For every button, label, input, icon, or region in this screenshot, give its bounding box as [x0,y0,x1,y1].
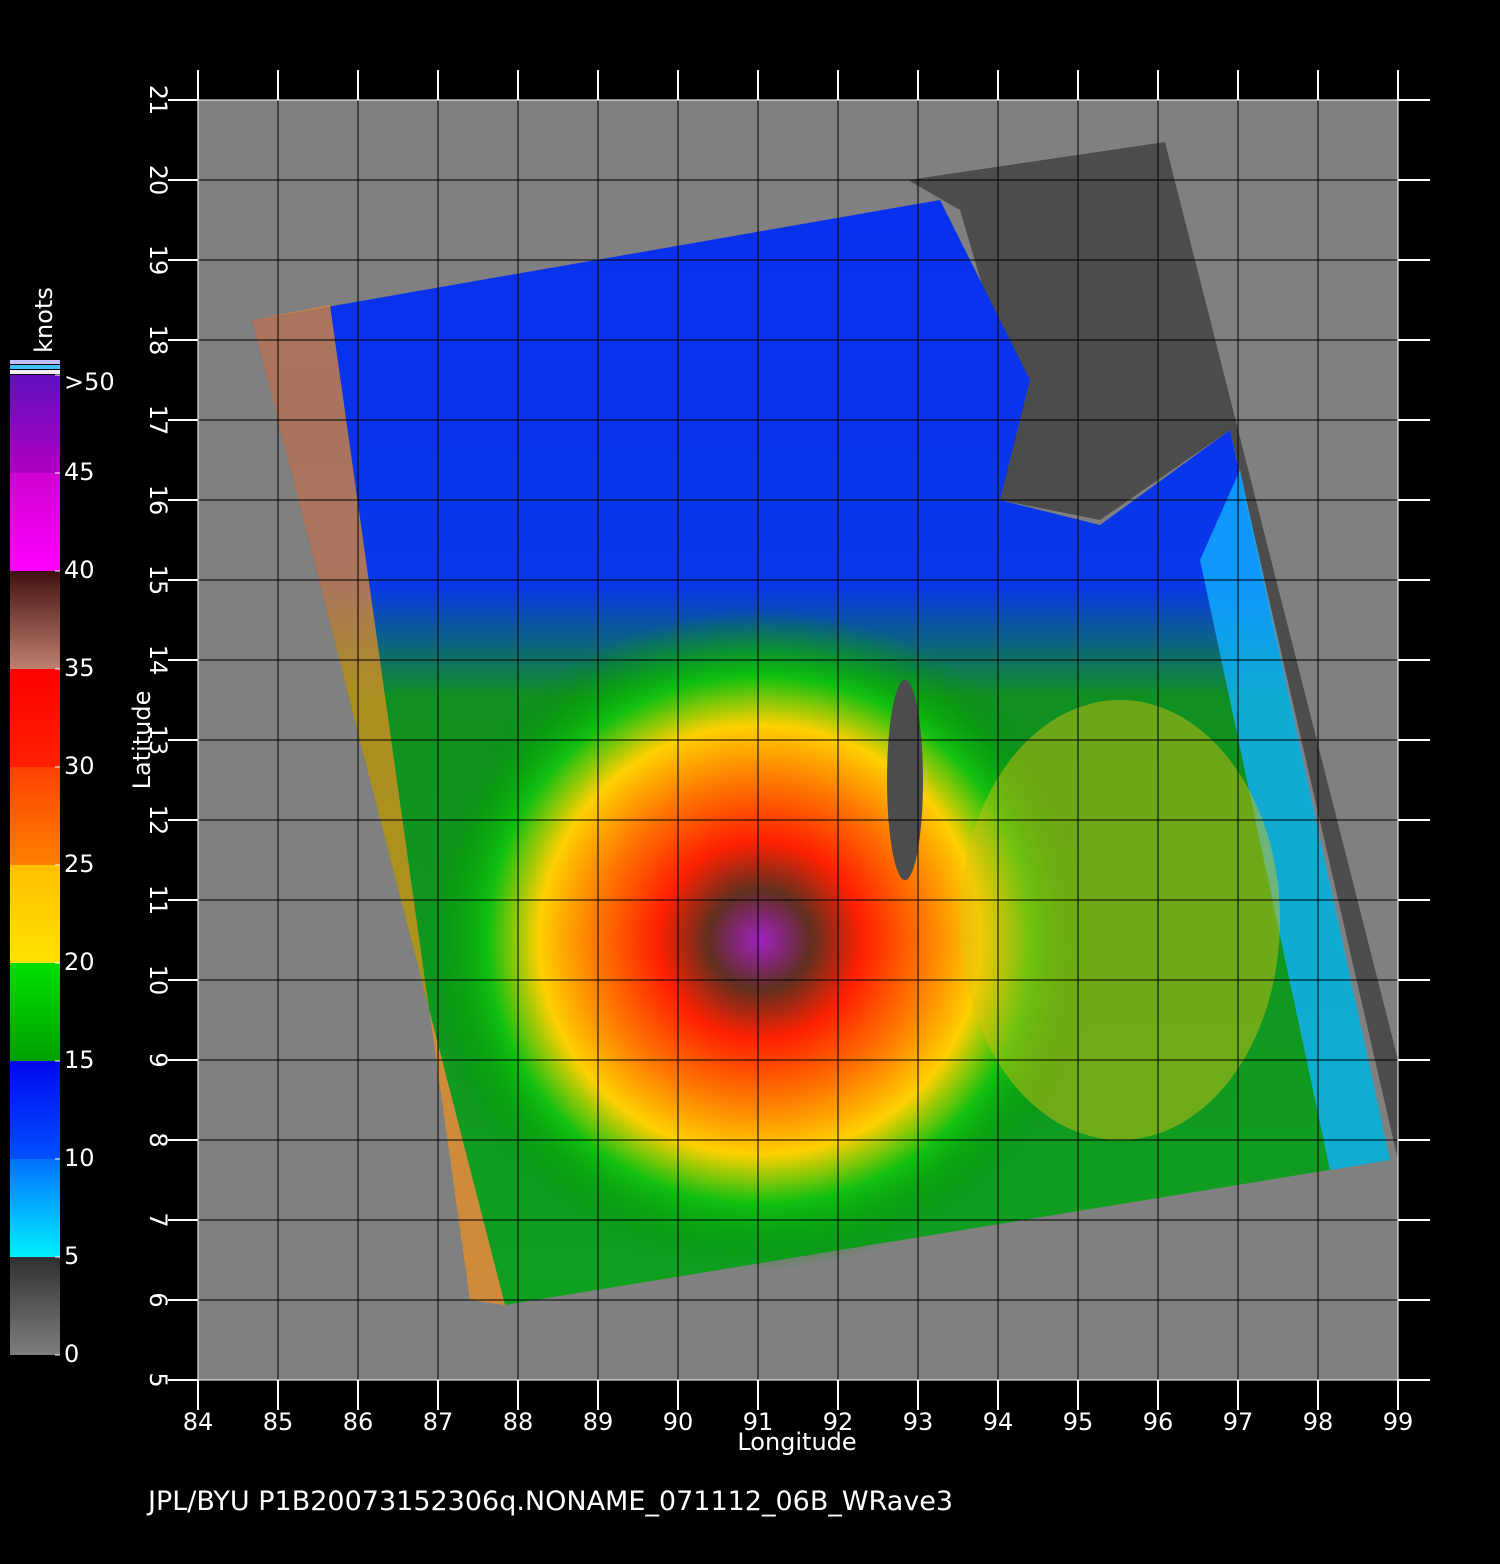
colorbar-label: 25 [64,850,95,878]
y-tick-label: 5 [144,1372,172,1387]
x-tick-label: 99 [1383,1408,1414,1436]
colorbar-cap [10,370,60,374]
y-tick-label: 12 [144,805,172,836]
y-tick-label: 13 [144,725,172,756]
y-tick-label: 8 [144,1132,172,1147]
x-tick-label: 96 [1143,1408,1174,1436]
swath-edge [252,305,505,1305]
x-tick-label: 87 [423,1408,454,1436]
colorbar-label: >50 [64,368,115,396]
island [887,680,923,880]
colorbar-label: 30 [64,752,95,780]
x-tick-label: 84 [183,1408,214,1436]
x-tick-label: 94 [983,1408,1014,1436]
colorbar-label: 45 [64,458,95,486]
colorbar-label: 40 [64,556,95,584]
colorbar-cap [10,360,60,364]
y-tick-label: 19 [144,245,172,276]
x-tick-label: 97 [1223,1408,1254,1436]
x-tick-label: 92 [823,1408,854,1436]
x-axis-label: Longitude [737,1428,856,1456]
colorbar-label: 10 [64,1144,95,1172]
colorbar-cap [10,365,60,369]
colorbar-label: 5 [64,1242,79,1270]
storm [420,610,1100,1270]
x-tick-label: 86 [343,1408,374,1436]
x-tick-label: 90 [663,1408,694,1436]
x-tick-label: 98 [1303,1408,1334,1436]
y-axis-label: Latitude [128,691,156,790]
y-tick-label: 7 [144,1212,172,1227]
y-tick-label: 17 [144,405,172,436]
colorbar-label: 0 [64,1340,79,1368]
colorbar-title: knots [30,287,58,353]
x-tick-label: 85 [263,1408,294,1436]
x-tick-label: 88 [503,1408,534,1436]
y-tick-label: 15 [144,565,172,596]
y-tick-label: 20 [144,165,172,196]
colorbar-label: 20 [64,948,95,976]
land [908,142,1398,1160]
y-tick-label: 11 [144,885,172,916]
colorbar-label: 15 [64,1046,95,1074]
grid [197,99,1399,1381]
colorbar [10,375,60,1355]
y-tick-label: 16 [144,485,172,516]
x-tick-label: 95 [1063,1408,1094,1436]
colorbar-label: 35 [64,654,95,682]
footer: JPL/BYU P1B20073152306q.NONAME_071112_06… [146,1486,953,1517]
x-tick-label: 91 [743,1408,774,1436]
y-tick-label: 18 [144,325,172,356]
y-tick-label: 9 [144,1052,172,1067]
y-tick-label: 10 [144,965,172,996]
y-tick-label: 14 [144,645,172,676]
rain-band [960,700,1280,1140]
x-tick-label: 89 [583,1408,614,1436]
y-tick-label: 6 [144,1292,172,1307]
y-tick-label: 21 [144,85,172,116]
x-tick-label: 93 [903,1408,934,1436]
